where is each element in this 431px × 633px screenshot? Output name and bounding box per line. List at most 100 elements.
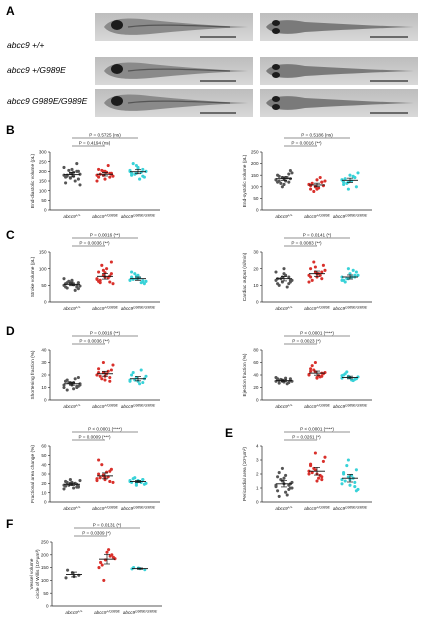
data-point bbox=[100, 263, 104, 267]
y-tick-label: 50 bbox=[41, 453, 47, 458]
data-point bbox=[130, 270, 134, 274]
x-tick-label: abcc9+/+ bbox=[275, 213, 292, 219]
panel-label-e: E bbox=[225, 426, 233, 440]
scatter-plot-e1: 0 1 2 3 4 Pericardial area (10⁴µm²) abcc9+/+ ab… bbox=[242, 427, 372, 511]
data-point bbox=[277, 471, 281, 475]
data-point bbox=[290, 171, 294, 175]
data-point bbox=[309, 367, 313, 371]
data-point bbox=[354, 185, 358, 189]
x-tick-label: abcc9+/G989E bbox=[304, 213, 330, 219]
data-point bbox=[65, 173, 69, 177]
x-tick-label: abcc9+/G989E bbox=[304, 305, 330, 311]
comparison-p-value: P = 0.0083 (**) bbox=[291, 241, 322, 246]
data-point bbox=[100, 463, 104, 467]
data-point bbox=[62, 383, 66, 387]
data-point bbox=[134, 163, 138, 168]
x-tick-label: abcc9+/+ bbox=[63, 505, 80, 511]
data-point bbox=[340, 482, 344, 486]
data-point bbox=[105, 267, 109, 271]
data-point bbox=[276, 475, 280, 479]
y-tick-label: 150 bbox=[39, 179, 47, 184]
panel-label-f: F bbox=[6, 517, 13, 531]
data-point bbox=[128, 168, 132, 172]
comparison-p-value: P = 0.0016 (**) bbox=[90, 331, 121, 336]
y-tick-label: 300 bbox=[39, 150, 47, 155]
y-tick-label: 2 bbox=[256, 472, 259, 477]
data-point bbox=[343, 177, 347, 181]
data-point bbox=[141, 380, 145, 385]
comparison-p-value: P = 0.0036 (**) bbox=[79, 339, 110, 344]
data-point bbox=[103, 169, 107, 173]
data-point bbox=[108, 175, 112, 179]
data-point bbox=[280, 185, 284, 189]
data-point bbox=[310, 181, 314, 185]
data-point bbox=[353, 480, 357, 484]
x-tick-label: abcc9G989E/G989E bbox=[123, 609, 158, 615]
data-point bbox=[320, 478, 324, 482]
data-point bbox=[76, 169, 80, 173]
data-point bbox=[73, 288, 77, 292]
data-point bbox=[95, 478, 99, 483]
data-point bbox=[66, 568, 70, 572]
data-point bbox=[321, 263, 325, 267]
data-point bbox=[72, 174, 76, 178]
y-tick-label: 40 bbox=[41, 462, 47, 467]
y-tick-label: 1 bbox=[256, 486, 259, 491]
comparison-p-value: P = 0.0141 (*) bbox=[303, 233, 332, 238]
data-point bbox=[141, 167, 145, 171]
data-point bbox=[75, 384, 79, 388]
y-tick-label: 60 bbox=[253, 360, 259, 365]
data-point bbox=[290, 486, 294, 490]
x-tick-label: abcc9+/+ bbox=[275, 403, 292, 409]
data-point bbox=[99, 560, 103, 565]
y-axis-label: Ejection fraction (%) bbox=[242, 353, 248, 396]
y-axis-label: Stroke volume (pL) bbox=[30, 256, 36, 297]
comparison-p-value: P = 0.0016 (**) bbox=[291, 141, 322, 146]
data-point bbox=[277, 494, 281, 498]
comparison-p-value: P = 0.0016 (**) bbox=[90, 233, 121, 238]
data-point bbox=[312, 189, 316, 193]
data-point bbox=[106, 369, 110, 373]
y-tick-label: 80 bbox=[253, 348, 259, 353]
data-point bbox=[102, 578, 106, 582]
y-tick-label: 50 bbox=[41, 283, 47, 288]
x-tick-label: abcc9+/G989E bbox=[92, 403, 118, 409]
data-point bbox=[342, 471, 346, 475]
y-tick-label: 30 bbox=[41, 472, 47, 477]
y-axis-label: Fractional area change (%) bbox=[30, 445, 36, 503]
y-tick-label: 100 bbox=[39, 266, 47, 271]
y-tick-label: 50 bbox=[41, 198, 47, 203]
comparison-p-value: P = 0.0261 (*) bbox=[292, 435, 321, 440]
data-point bbox=[285, 285, 289, 289]
data-point bbox=[144, 481, 148, 485]
x-tick-label: abcc9G989E/G989E bbox=[333, 403, 368, 409]
data-point bbox=[95, 373, 99, 377]
data-point bbox=[276, 489, 280, 493]
data-point bbox=[310, 471, 314, 475]
data-point bbox=[323, 179, 327, 183]
data-point bbox=[70, 167, 74, 171]
data-point bbox=[287, 380, 291, 385]
data-point bbox=[72, 486, 76, 490]
data-point bbox=[68, 176, 72, 180]
data-point bbox=[101, 370, 105, 375]
y-tick-label: 30 bbox=[41, 360, 47, 365]
data-point bbox=[111, 282, 115, 286]
comparison-p-value: P < 0.0001 (****) bbox=[300, 331, 334, 336]
data-point bbox=[101, 360, 105, 365]
x-tick-label: abcc9+/G989E bbox=[92, 505, 118, 511]
data-point bbox=[356, 171, 360, 175]
data-point bbox=[100, 563, 104, 567]
y-tick-label: 4 bbox=[256, 444, 259, 449]
y-tick-label: 40 bbox=[253, 373, 259, 378]
data-point bbox=[131, 162, 135, 166]
data-point bbox=[144, 279, 148, 283]
y-tick-label: 100 bbox=[251, 184, 259, 189]
data-point bbox=[274, 375, 278, 380]
data-point bbox=[356, 273, 360, 277]
data-point bbox=[309, 369, 313, 373]
data-point bbox=[100, 168, 104, 172]
data-point bbox=[133, 476, 137, 480]
